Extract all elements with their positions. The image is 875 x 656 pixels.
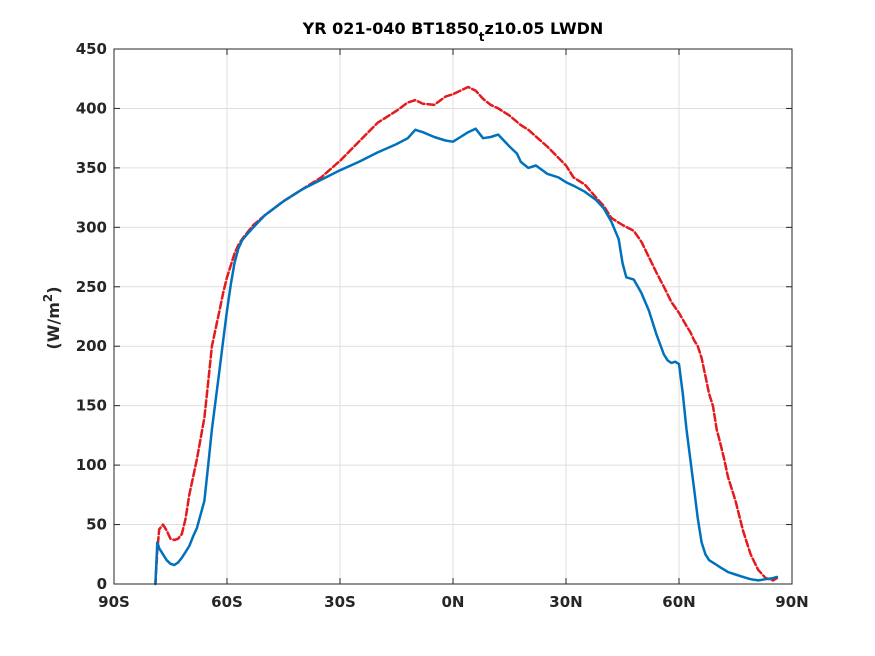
y-tick-label: 100 (76, 456, 107, 474)
plot-series (154, 85, 779, 586)
x-tick-labels: 90S 60S 30S 0N 30N 60N 90N (98, 593, 809, 611)
x-tick-label: 30N (549, 593, 582, 611)
y-tick-label: 400 (76, 99, 107, 117)
x-tick-label: 30S (324, 593, 356, 611)
series-line-red-dashed (154, 85, 779, 586)
y-tick-label: 50 (86, 516, 107, 534)
y-tick-label: 200 (76, 337, 107, 355)
x-tick-label: 90N (775, 593, 808, 611)
y-tick-label: 300 (76, 218, 107, 236)
x-tick-label: 60N (662, 593, 695, 611)
y-tick-label: 150 (76, 397, 107, 415)
y-axis-label-close: ) (44, 286, 63, 293)
x-tick-label: 0N (442, 593, 465, 611)
y-tick-label: 350 (76, 159, 107, 177)
y-tick-label: 250 (76, 278, 107, 296)
title-main: YR 021-040 BT1850 (302, 19, 479, 38)
series-line-blue-solid (154, 127, 779, 586)
x-tick-label: 60S (211, 593, 243, 611)
axis-ticks (113, 48, 793, 585)
title-tail: z10.05 LWDN (485, 19, 604, 38)
chart-title: YR 021-040 BT1850tz10.05 LWDN (302, 19, 604, 44)
y-axis-label-superscript: 2 (41, 294, 55, 302)
y-axis-label-main: (W/m (44, 302, 63, 349)
y-tick-label: 0 (97, 575, 107, 593)
y-axis-label: (W/m2) (41, 286, 63, 349)
title-subscript: t (479, 30, 485, 44)
y-tick-labels: 0 50 100 150 200 250 300 350 400 450 (76, 40, 107, 593)
y-tick-label: 450 (76, 40, 107, 58)
x-tick-label: 90S (98, 593, 130, 611)
